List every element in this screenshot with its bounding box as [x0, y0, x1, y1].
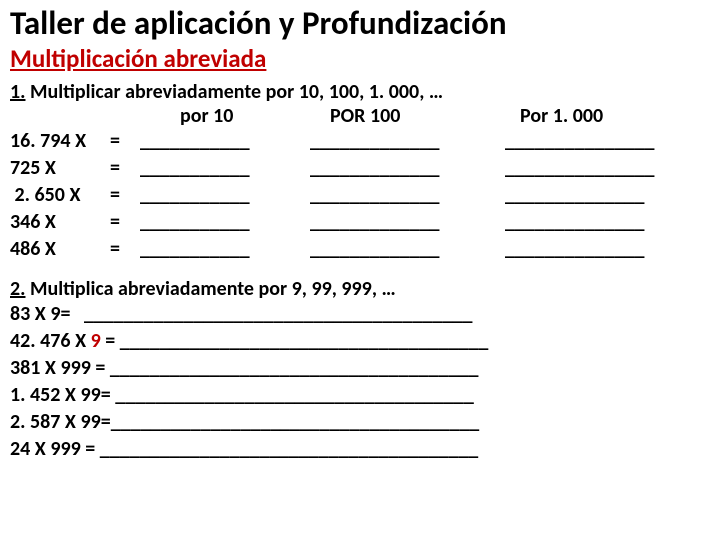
exercise-line: 24 X 999 = _____________________________…: [10, 436, 710, 463]
line-post: = _____________________________________: [101, 329, 489, 353]
line-post: ____________________________________: [115, 383, 474, 407]
blank-por100: _____________: [310, 236, 505, 263]
operand: 16. 794 X: [10, 128, 110, 155]
blank-por10: ___________: [140, 155, 310, 182]
section1-column-labels: por 10 POR 100 Por 1. 000: [10, 104, 710, 128]
blank-por1000: ______________: [505, 182, 644, 209]
line-pre: 42. 476 X: [10, 329, 91, 353]
operand: 725 X: [10, 155, 110, 182]
section1-number: 1.: [10, 80, 25, 104]
line-post: _____________________________________: [111, 410, 480, 434]
table-row: 2. 650 X=_______________________________…: [10, 182, 710, 209]
blank-por1000: ______________: [505, 236, 644, 263]
exercise-line: 1. 452 X 99= ___________________________…: [10, 382, 710, 409]
exercise-line: 83 X 9= ________________________________…: [10, 301, 710, 328]
blank-por10: ___________: [140, 236, 310, 263]
operand: 346 X: [10, 209, 110, 236]
table-row: 725 X=__________________________________…: [10, 155, 710, 182]
equals: =: [110, 236, 140, 263]
page-subtitle: Multiplicación abreviada: [10, 43, 710, 74]
blank-por100: _____________: [310, 209, 505, 236]
section2-text: Multiplica abreviadamente por 9, 99, 999…: [25, 277, 395, 301]
section2-heading: 2. Multiplica abreviadamente por 9, 99, …: [10, 277, 710, 301]
col-por1000: Por 1. 000: [520, 104, 603, 128]
blank-por100: _____________: [310, 182, 505, 209]
blank-por100: _____________: [310, 155, 505, 182]
blank-por10: ___________: [140, 182, 310, 209]
line-pre: 2. 587 X 99=: [10, 410, 111, 434]
section2-lines: 83 X 9= ________________________________…: [10, 301, 710, 463]
table-row: 16. 794 X=______________________________…: [10, 128, 710, 155]
line-pre: 381 X 999 =: [10, 356, 110, 380]
col-por100: POR 100: [330, 104, 520, 128]
line-pre: 24 X 999 =: [10, 437, 100, 461]
table-row: 346 X=__________________________________…: [10, 209, 710, 236]
blank-por1000: _______________: [505, 155, 654, 182]
equals: =: [110, 155, 140, 182]
blank-por10: ___________: [140, 209, 310, 236]
section1-heading: 1. Multiplicar abreviadamente por 10, 10…: [10, 80, 710, 104]
line-pre: 1. 452 X 99=: [10, 383, 115, 407]
line-pre: 83 X 9=: [10, 302, 84, 326]
blank-por1000: _______________: [505, 128, 654, 155]
table-row: 486 X=__________________________________…: [10, 236, 710, 263]
line-post: _______________________________________: [84, 302, 472, 326]
exercise-line: 2. 587 X 99=____________________________…: [10, 409, 710, 436]
section1-rows: 16. 794 X=______________________________…: [10, 128, 710, 263]
section2-number: 2.: [10, 277, 25, 301]
equals: =: [110, 128, 140, 155]
equals: =: [110, 182, 140, 209]
section1-text: Multiplicar abreviadamente por 10, 100, …: [25, 80, 443, 104]
operand: 2. 650 X: [10, 182, 110, 209]
equals: =: [110, 209, 140, 236]
blank-por1000: ______________: [505, 209, 644, 236]
exercise-line: 42. 476 X 9 = __________________________…: [10, 328, 710, 355]
operand: 486 X: [10, 236, 110, 263]
blank-por10: ___________: [140, 128, 310, 155]
page-title: Taller de aplicación y Profundización: [10, 6, 710, 41]
col-por10: por 10: [180, 104, 330, 128]
line-post: ______________________________________: [100, 437, 479, 461]
exercise-line: 381 X 999 = ____________________________…: [10, 355, 710, 382]
line-red: 9: [91, 329, 101, 353]
line-post: _____________________________________: [110, 356, 479, 380]
blank-por100: _____________: [310, 128, 505, 155]
